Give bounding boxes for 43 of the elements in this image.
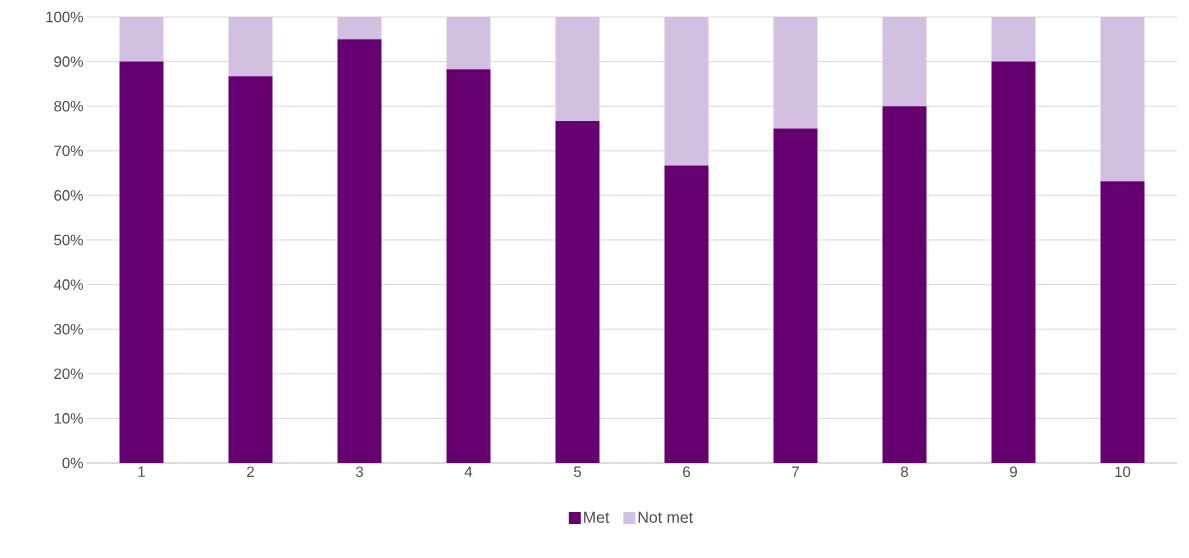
legend-label: Not met — [638, 511, 694, 523]
y-tick-label: 100% — [46, 11, 83, 23]
bar — [773, 17, 818, 129]
y-tick-label: 20% — [54, 368, 83, 380]
bar — [664, 17, 709, 166]
y-tick-label: 60% — [54, 190, 83, 201]
x-tick-label: 5 — [573, 466, 582, 477]
bar — [882, 106, 927, 463]
x-tick-label: 6 — [683, 466, 690, 478]
bar — [446, 69, 491, 463]
legend-label: Met — [584, 511, 610, 523]
bar — [991, 17, 1036, 62]
y-tick-label: 50% — [54, 234, 83, 246]
y-tick-label: 90% — [54, 56, 83, 67]
bar — [555, 17, 600, 121]
bar — [119, 61, 164, 463]
bar — [228, 17, 273, 77]
x-tick-label: 1 — [138, 466, 145, 477]
bar — [337, 39, 382, 463]
bar — [664, 165, 709, 463]
bar — [119, 17, 164, 62]
bar — [446, 17, 491, 70]
x-tick-label: 8 — [900, 466, 908, 478]
y-tick-label: 80% — [54, 100, 83, 112]
x-tick-label: 4 — [464, 466, 473, 477]
y-tick-label: 70% — [54, 145, 83, 157]
x-tick-label: 7 — [792, 466, 799, 477]
x-tick-label: 3 — [355, 466, 363, 478]
y-tick-label: 0% — [62, 457, 83, 469]
bar — [337, 17, 382, 40]
bar — [1100, 17, 1145, 182]
y-tick-label: 30% — [54, 323, 83, 335]
x-tick-label: 10 — [1115, 466, 1131, 478]
bar — [1100, 181, 1145, 463]
y-tick-label: 40% — [53, 279, 83, 290]
bar — [991, 61, 1036, 463]
bar — [773, 128, 818, 463]
y-tick-label: 10% — [54, 413, 83, 424]
bar — [555, 120, 600, 463]
bar — [228, 76, 273, 463]
x-tick-label: 9 — [1010, 466, 1017, 478]
bar — [882, 17, 927, 107]
x-tick-label: 2 — [247, 466, 254, 477]
